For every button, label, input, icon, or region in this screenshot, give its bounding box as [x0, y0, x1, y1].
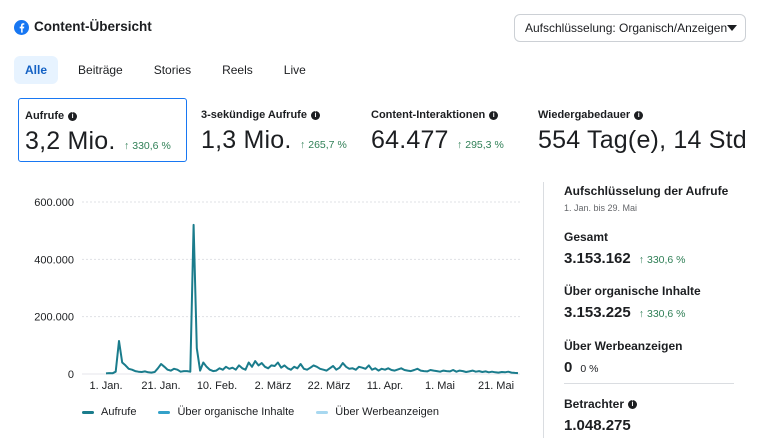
metric-change: ↑ 330,6 %	[124, 140, 171, 152]
breakdown-dropdown-label: Aufschlüsselung: Organisch/Anzeigen	[525, 21, 728, 35]
content-type-tabs: Alle Beiträge Stories Reels Live	[14, 56, 326, 84]
info-icon[interactable]: i	[310, 110, 320, 120]
info-icon[interactable]: i	[68, 111, 78, 121]
metric-card-3s-aufrufe[interactable]: 3-sekündige Aufrufe i 1,3 Mio. ↑ 265,7 %	[195, 98, 360, 162]
breakdown-row-value: 0	[564, 359, 573, 376]
x-tick-label: 21. Jan.	[141, 380, 180, 390]
breakdown-row-value: 1.048.275	[564, 417, 631, 434]
legend-swatch	[316, 410, 329, 414]
tab-reels[interactable]: Reels	[222, 63, 253, 77]
metric-card-aufrufe[interactable]: Aufrufe i 3,2 Mio. ↑ 330,6 %	[18, 98, 187, 162]
y-tick-label: 200.000	[34, 312, 74, 324]
metric-change-value: 265,7 %	[308, 139, 347, 151]
breakdown-date-range: 1. Jan. bis 29. Mai	[564, 203, 638, 213]
arrow-up-icon: ↑	[300, 139, 306, 151]
metric-change-value: 330,6 %	[132, 140, 171, 152]
breakdown-separator	[564, 383, 734, 384]
arrow-up-icon: ↑	[638, 308, 644, 320]
metric-value: 64.477	[371, 126, 449, 154]
breakdown-row-change: ↑ 330,6 %	[639, 254, 686, 266]
breakdown-row-label: Gesamt	[564, 230, 609, 244]
legend-label: Über Werbeanzeigen	[335, 406, 440, 418]
breakdown-row-gesamt: Gesamt 3.153.162 ↑ 330,6 %	[564, 230, 754, 267]
breakdown-row-organisch: Über organische Inhalte 3.153.225 ↑ 330,6…	[564, 284, 754, 321]
arrow-up-icon: ↑	[124, 140, 130, 152]
legend-item-organisch[interactable]: Über organische Inhalte	[158, 406, 294, 418]
tab-beitraege[interactable]: Beiträge	[78, 63, 123, 77]
metric-change-value: 295,3 %	[465, 139, 504, 151]
breakdown-row-value: 3.153.162	[564, 250, 631, 267]
metric-card-wiedergabedauer[interactable]: Wiedergabedauer i 554 Tag(e), 14 Std	[532, 98, 759, 162]
breakdown-row-label: Über organische Inhalte	[564, 284, 701, 298]
y-tick-label: 400.000	[34, 254, 74, 266]
breakdown-title: Aufschlüsselung der Aufrufe	[564, 184, 729, 198]
legend-swatch	[82, 410, 94, 414]
breakdown-row-value: 3.153.225	[564, 304, 631, 321]
views-breakdown-panel: Aufschlüsselung der Aufrufe 1. Jan. bis …	[564, 184, 754, 434]
metric-card-interaktionen[interactable]: Content-Interaktionen i 64.477 ↑ 295,3 %	[365, 98, 525, 162]
breakdown-row-change-value: 330,6 %	[646, 308, 686, 320]
facebook-icon	[14, 20, 29, 35]
metric-change: ↑ 295,3 %	[457, 139, 504, 151]
series-line-aufrufe	[105, 223, 519, 375]
metric-value: 1,3 Mio.	[201, 126, 292, 154]
info-icon[interactable]: i	[628, 399, 638, 409]
breakdown-row-werbeanzeigen: Über Werbeanzeigen 0 0 %	[564, 339, 754, 376]
x-tick-label: 22. März	[308, 380, 351, 390]
breakdown-row-label: Betrachter	[564, 397, 625, 411]
x-tick-label: 11. Apr.	[367, 380, 404, 390]
y-tick-label: 0	[68, 369, 74, 381]
x-tick-label: 1. Jan.	[89, 380, 122, 390]
arrow-up-icon: ↑	[638, 254, 644, 266]
legend-item-werbeanzeigen[interactable]: Über Werbeanzeigen	[316, 406, 439, 418]
metric-label: Content-Interaktionen	[371, 109, 486, 121]
tab-stories[interactable]: Stories	[153, 63, 192, 77]
x-tick-label: 21. Mai	[478, 380, 514, 390]
metric-label: 3-sekündige Aufrufe	[201, 109, 307, 121]
metric-value: 3,2 Mio.	[25, 127, 116, 155]
legend-label: Über organische Inhalte	[177, 406, 295, 418]
arrow-up-icon: ↑	[457, 139, 463, 151]
legend-swatch	[158, 410, 171, 414]
y-tick-label: 600.000	[34, 197, 74, 209]
info-icon[interactable]: i	[489, 110, 499, 120]
breakdown-dropdown[interactable]: Aufschlüsselung: Organisch/Anzeigen	[514, 14, 746, 42]
page-header: Content-Übersicht Aufschlüsselung: Organ…	[14, 14, 746, 44]
metric-label: Aufrufe	[25, 110, 65, 122]
vertical-divider	[543, 182, 544, 438]
tab-alle[interactable]: Alle	[14, 56, 59, 84]
x-tick-label: 1. Mai	[425, 380, 455, 390]
caret-down-icon	[727, 25, 738, 31]
x-tick-label: 10. Feb.	[197, 380, 237, 390]
legend-item-aufrufe[interactable]: Aufrufe	[82, 406, 136, 418]
page-title: Content-Übersicht	[34, 19, 152, 34]
chart-legend: Aufrufe Über organische Inhalte Über Wer…	[82, 406, 461, 418]
breakdown-row-label: Über Werbeanzeigen	[564, 339, 683, 353]
breakdown-row-change: ↑ 330,6 %	[639, 308, 686, 320]
info-icon[interactable]: i	[634, 110, 644, 120]
breakdown-row-change-value: 330,6 %	[646, 254, 686, 266]
legend-label: Aufrufe	[101, 406, 137, 418]
metric-change: ↑ 265,7 %	[300, 139, 347, 151]
breakdown-row-change: 0 %	[580, 363, 599, 375]
metric-label: Wiedergabedauer	[538, 109, 631, 121]
metric-value: 554 Tag(e), 14 Std	[538, 126, 747, 154]
x-tick-label: 2. März	[255, 380, 292, 390]
tab-live[interactable]: Live	[283, 63, 306, 77]
breakdown-row-betrachter: Betrachter i 1.048.275	[564, 397, 754, 434]
views-line-chart: 600.000 400.000 200.000 0 1. Jan. 21. Jan. 10.…	[34, 197, 520, 390]
